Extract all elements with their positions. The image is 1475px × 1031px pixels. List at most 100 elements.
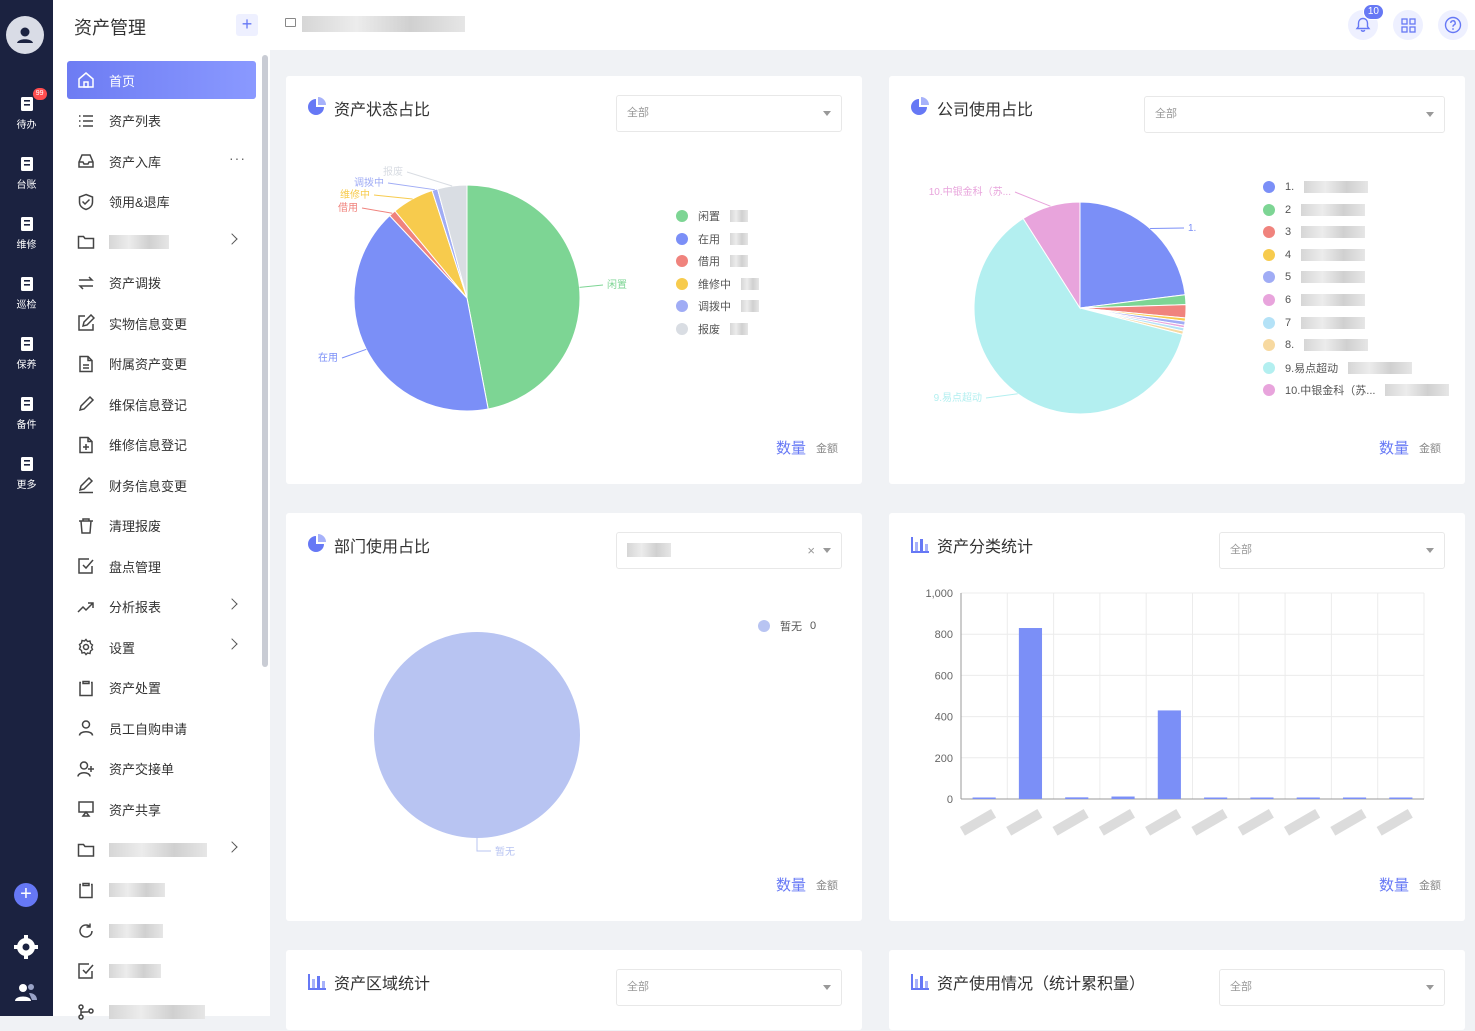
usage-filter-select[interactable]: 全部: [1219, 969, 1445, 1006]
region-filter-select[interactable]: 全部: [616, 969, 842, 1006]
people-icon[interactable]: [14, 980, 38, 1004]
rail-item-3[interactable]: 巡检: [0, 268, 53, 318]
bar[interactable]: [1343, 798, 1366, 800]
sidebar-item-20[interactable]: [67, 871, 256, 909]
metric-count-toggle[interactable]: 数量: [776, 437, 806, 458]
department-filter-select[interactable]: ×: [616, 532, 842, 569]
legend-item[interactable]: 维修中: [676, 277, 759, 291]
bar[interactable]: [973, 798, 996, 800]
company-filter-select[interactable]: 全部: [1144, 96, 1445, 133]
sidebar-item-8[interactable]: 维保信息登记: [67, 385, 256, 423]
apps-button[interactable]: [1393, 10, 1423, 40]
metric-amount-toggle[interactable]: 金额: [1419, 440, 1441, 456]
legend-item[interactable]: 7: [1263, 316, 1365, 330]
sidebar-item-13[interactable]: 分析报表: [67, 588, 256, 626]
rail-item-2[interactable]: 维修: [0, 208, 53, 258]
legend-item[interactable]: 借用: [676, 254, 748, 268]
pie-label: 维修中: [340, 188, 370, 201]
list-icon: [77, 112, 95, 130]
rail-item-5[interactable]: 备件: [0, 388, 53, 438]
bar[interactable]: [1250, 798, 1273, 800]
sidebar-item-7[interactable]: 附属资产变更: [67, 345, 256, 383]
bar[interactable]: [1204, 798, 1227, 800]
sidebar-item-9[interactable]: 维修信息登记: [67, 426, 256, 464]
sidebar-item-12[interactable]: 盘点管理: [67, 547, 256, 585]
clear-icon[interactable]: ×: [807, 533, 815, 568]
legend-item[interactable]: 5: [1263, 270, 1365, 284]
pie-slice[interactable]: [1080, 202, 1185, 308]
sidebar-item-11[interactable]: 清理报废: [67, 507, 256, 545]
pie-slice[interactable]: [467, 185, 580, 409]
legend-item[interactable]: 2: [1263, 203, 1365, 217]
legend-item[interactable]: 闲置: [676, 209, 748, 223]
metric-amount-toggle[interactable]: 金额: [816, 440, 838, 456]
sidebar-item-14[interactable]: 设置: [67, 628, 256, 666]
bar[interactable]: [1389, 798, 1412, 800]
sidebar-item-16[interactable]: 员工自购申请: [67, 709, 256, 747]
metric-amount-toggle[interactable]: 金额: [1419, 877, 1441, 893]
clipboard-icon: [77, 881, 95, 899]
help-button[interactable]: [1438, 10, 1468, 40]
metric-count-toggle[interactable]: 数量: [1379, 874, 1409, 895]
sidebar-add-button[interactable]: +: [236, 14, 258, 36]
bar[interactable]: [1019, 628, 1042, 799]
pie-chart-icon: [910, 97, 930, 117]
sidebar-item-0[interactable]: 首页: [67, 61, 256, 99]
bar[interactable]: [1111, 797, 1134, 799]
metric-count-toggle[interactable]: 数量: [1379, 437, 1409, 458]
sidebar-scrollbar[interactable]: [262, 55, 268, 667]
legend-item[interactable]: 6: [1263, 293, 1365, 307]
sidebar-item-label: 设置: [109, 638, 135, 657]
legend-item[interactable]: 报废: [676, 322, 748, 336]
x-tick-label-blurred: [1330, 809, 1366, 836]
apps-grid-icon: [1401, 18, 1416, 33]
sidebar-item-17[interactable]: 资产交接单: [67, 750, 256, 788]
status-filter-select[interactable]: 全部: [616, 95, 842, 132]
notification-button[interactable]: 10: [1348, 10, 1378, 40]
sidebar-item-10[interactable]: 财务信息变更: [67, 466, 256, 504]
more-grid-icon: [19, 456, 35, 472]
pie-chart-icon: [307, 534, 327, 554]
category-filter-select[interactable]: 全部: [1219, 532, 1445, 569]
legend-item[interactable]: 4: [1263, 248, 1365, 262]
legend-item[interactable]: 在用: [676, 232, 748, 246]
legend-item[interactable]: 调拨中: [676, 299, 759, 313]
sidebar-item-2[interactable]: 资产入库···: [67, 142, 256, 180]
legend-item[interactable]: 3: [1263, 225, 1365, 239]
add-app-button[interactable]: +: [14, 883, 38, 907]
legend-item[interactable]: 9.易点超动: [1263, 361, 1412, 375]
sidebar-item-4[interactable]: [67, 223, 256, 261]
sidebar-item-3[interactable]: 领用&退库: [67, 183, 256, 221]
sidebar-item-19[interactable]: [67, 831, 256, 869]
rail-item-4[interactable]: 保养: [0, 328, 53, 378]
sidebar-item-15[interactable]: 资产处置: [67, 669, 256, 707]
bar[interactable]: [1297, 798, 1320, 800]
sidebar-item-18[interactable]: 资产共享: [67, 790, 256, 828]
sidebar-item-23[interactable]: [67, 993, 256, 1031]
gear-icon[interactable]: [14, 935, 38, 959]
metric-count-toggle[interactable]: 数量: [776, 874, 806, 895]
legend-item[interactable]: 8.: [1263, 338, 1368, 352]
rail-item-1[interactable]: 台账: [0, 148, 53, 198]
legend-label: 8.: [1285, 339, 1294, 351]
sidebar-item-6[interactable]: 实物信息变更: [67, 304, 256, 342]
sidebar-item-5[interactable]: 资产调拨: [67, 264, 256, 302]
sidebar-item-22[interactable]: [67, 952, 256, 990]
more-icon[interactable]: ···: [229, 150, 246, 166]
user-avatar[interactable]: [6, 16, 44, 54]
sidebar-item-21[interactable]: [67, 912, 256, 950]
legend-item[interactable]: 1.: [1263, 180, 1368, 194]
rail-item-label: 保养: [17, 356, 37, 371]
bar[interactable]: [1158, 710, 1181, 799]
bar[interactable]: [1065, 797, 1088, 799]
legend-label: 9.易点超动: [1285, 360, 1338, 376]
legend-item[interactable]: 10.中银金科（苏...: [1263, 383, 1449, 397]
rail-item-6[interactable]: 更多: [0, 448, 53, 498]
metric-amount-toggle[interactable]: 金额: [816, 877, 838, 893]
pie-slice[interactable]: [374, 632, 580, 838]
legend-label: 10.中银金科（苏...: [1285, 382, 1375, 398]
sidebar-item-1[interactable]: 资产列表: [67, 102, 256, 140]
rail-item-label: 待办: [17, 116, 37, 131]
